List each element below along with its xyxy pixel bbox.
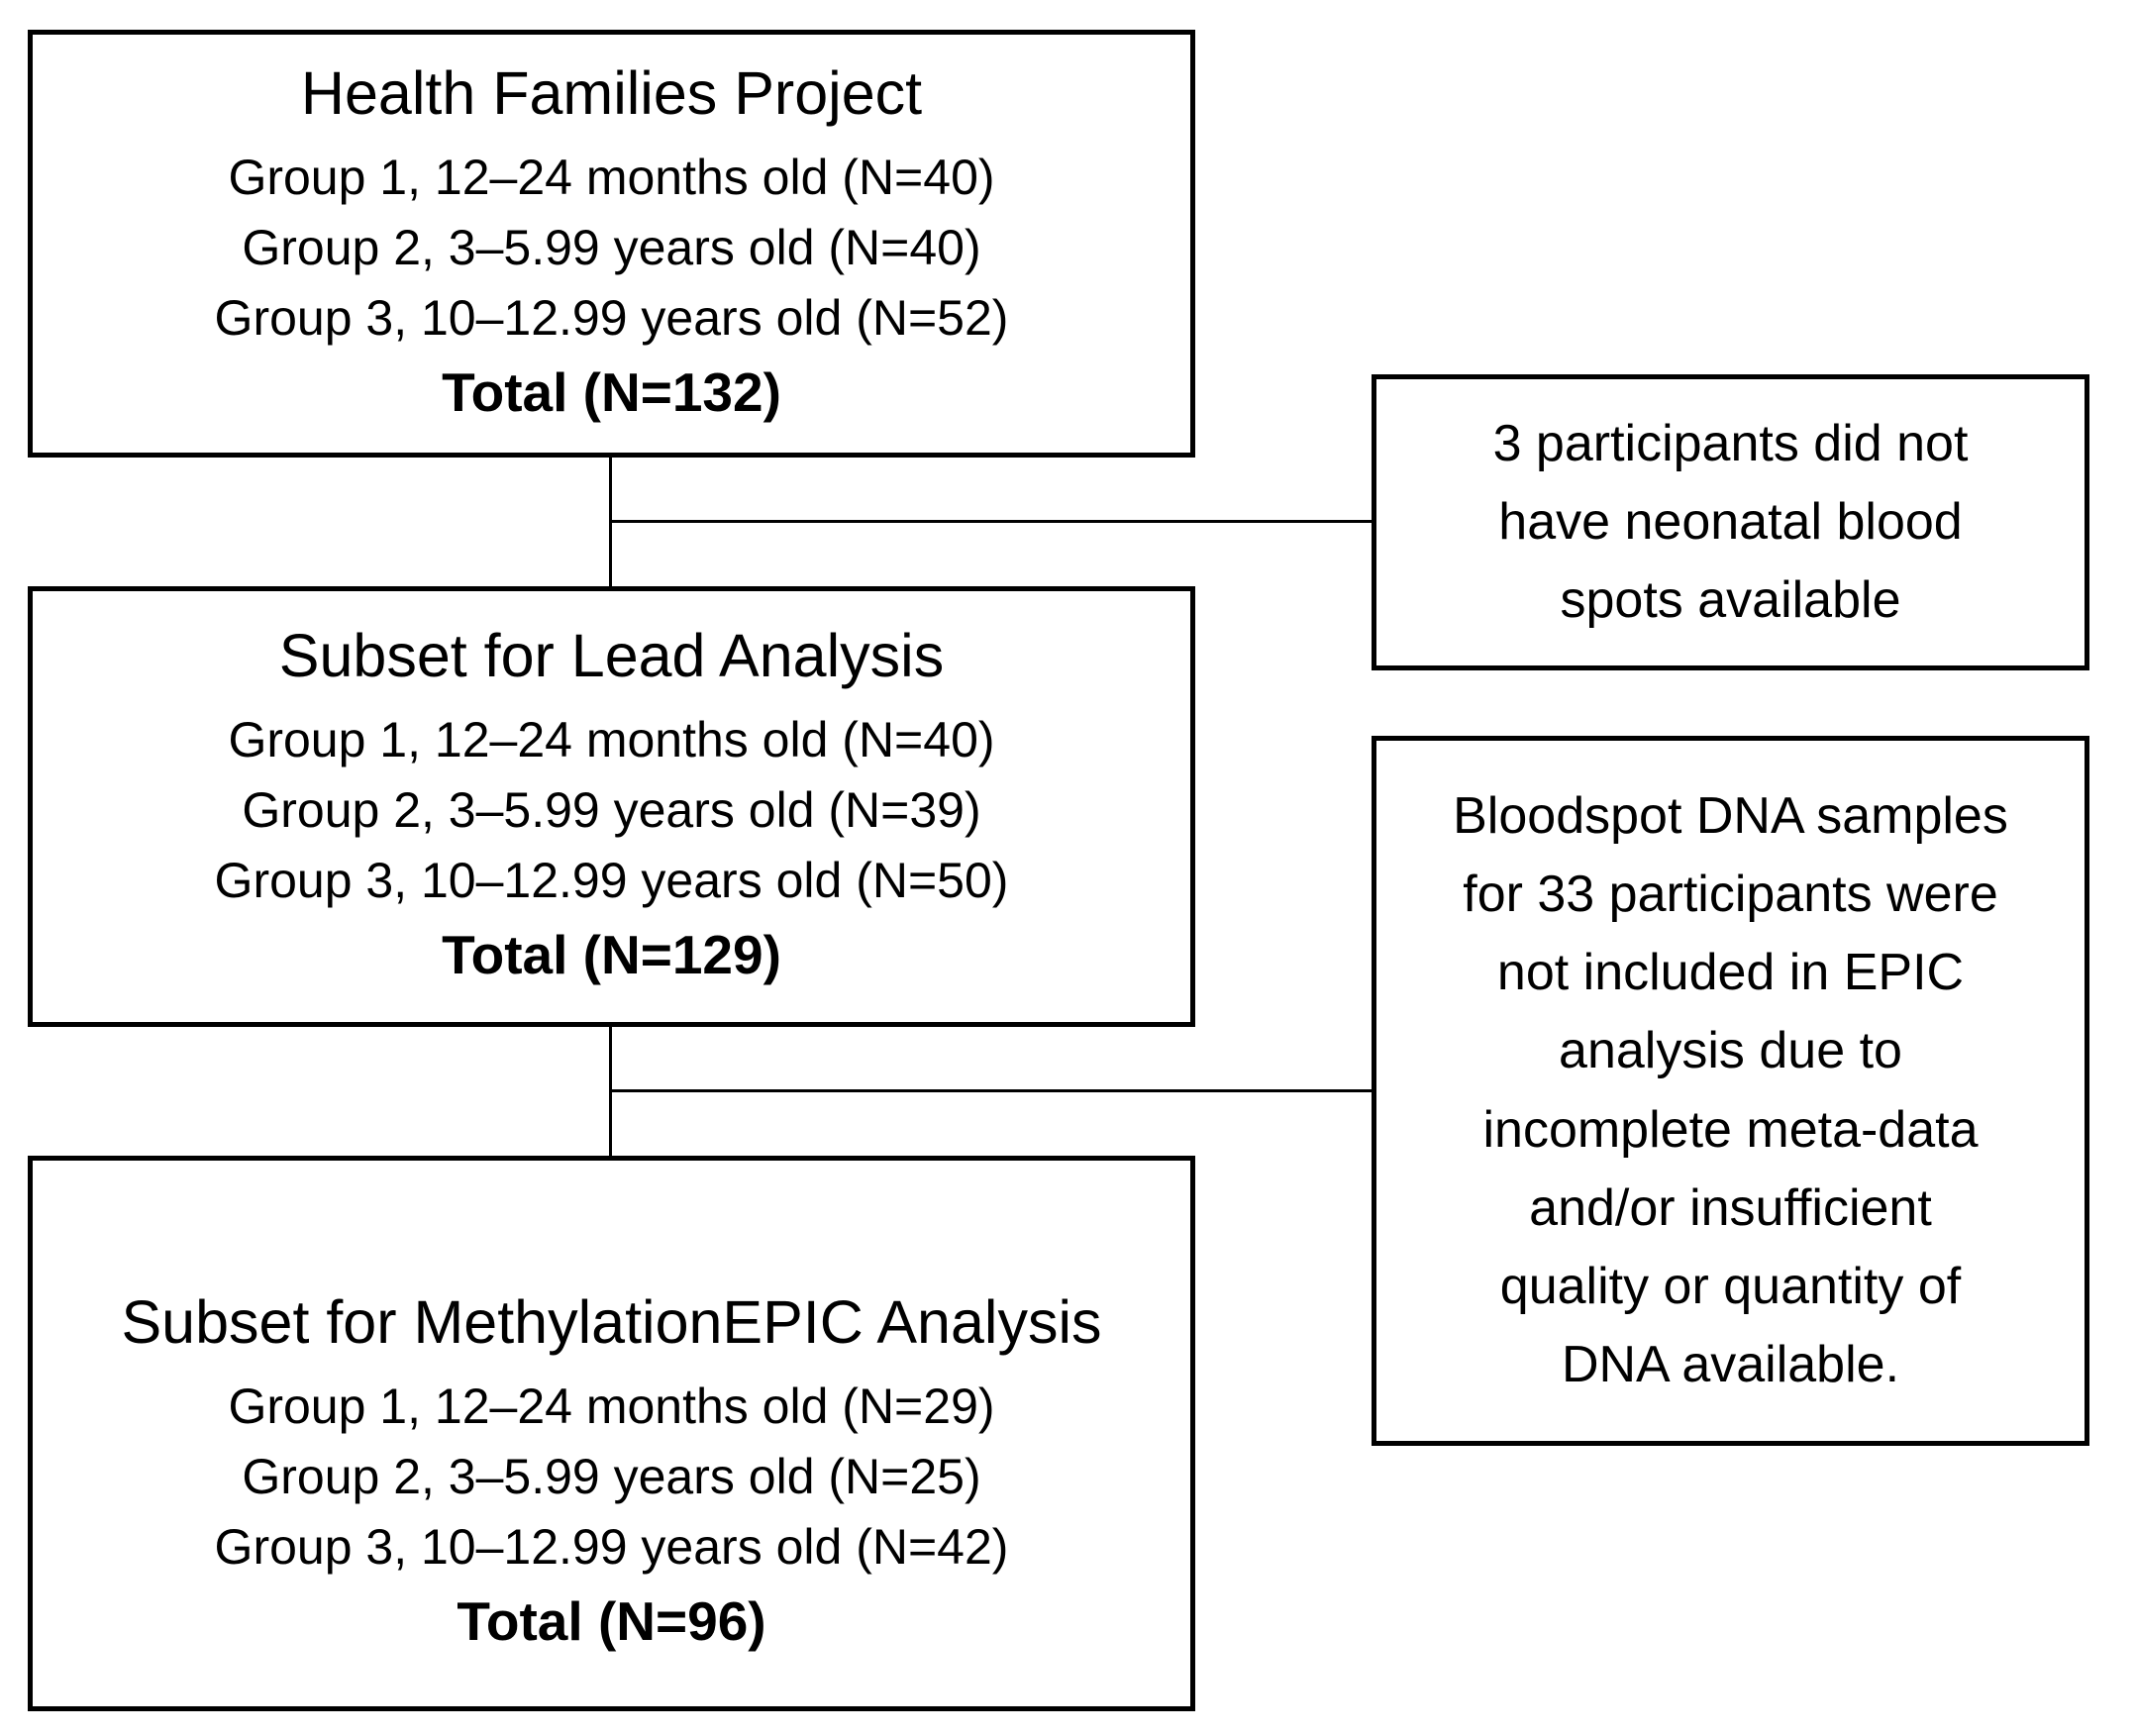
group-line: Group 1, 12–24 months old (N=29) xyxy=(228,1379,995,1435)
note-line: not included in EPIC xyxy=(1496,944,1965,1002)
flow-box-title: Subset for Lead Analysis xyxy=(278,622,945,689)
note-line: 3 participants did not xyxy=(1492,414,1969,472)
note-line: and/or insufficient xyxy=(1529,1178,1932,1237)
side-note-no-neonatal-bloodspots: 3 participants did not have neonatal blo… xyxy=(1372,374,2089,670)
flow-box-title: Subset for MethylationEPIC Analysis xyxy=(121,1288,1102,1356)
note-line: for 33 participants were xyxy=(1463,866,1998,924)
note-line: incomplete meta-data xyxy=(1482,1100,1979,1159)
note-line: spots available xyxy=(1560,571,1901,630)
flow-box-methylation-epic-subset: Subset for MethylationEPIC Analysis Grou… xyxy=(28,1156,1195,1711)
total-line: Total (N=129) xyxy=(442,924,781,986)
note-line: quality or quantity of xyxy=(1499,1257,1962,1315)
connector-branch-line-2 xyxy=(609,1089,1372,1092)
group-line: Group 3, 10–12.99 years old (N=50) xyxy=(214,853,1009,909)
group-line: Group 1, 12–24 months old (N=40) xyxy=(228,149,995,205)
flow-box-health-families-project: Health Families Project Group 1, 12–24 m… xyxy=(28,30,1195,458)
note-line: DNA available. xyxy=(1561,1335,1900,1393)
total-line: Total (N=132) xyxy=(442,360,781,423)
note-line: Bloodspot DNA samples xyxy=(1453,787,2008,846)
group-line: Group 3, 10–12.99 years old (N=42) xyxy=(214,1519,1009,1576)
connector-branch-line-1 xyxy=(609,520,1372,523)
group-line: Group 3, 10–12.99 years old (N=52) xyxy=(214,289,1009,346)
group-line: Group 2, 3–5.99 years old (N=39) xyxy=(242,782,981,839)
flow-box-title: Health Families Project xyxy=(300,58,923,127)
note-line: have neonatal blood xyxy=(1498,492,1963,551)
note-line: analysis due to xyxy=(1559,1022,1902,1080)
group-line: Group 2, 3–5.99 years old (N=25) xyxy=(242,1449,981,1505)
group-line: Group 1, 12–24 months old (N=40) xyxy=(228,712,995,768)
side-note-excluded-epic-samples: Bloodspot DNA samples for 33 participant… xyxy=(1372,736,2089,1446)
group-line: Group 2, 3–5.99 years old (N=40) xyxy=(242,219,981,275)
total-line: Total (N=96) xyxy=(457,1590,766,1653)
flow-box-lead-analysis-subset: Subset for Lead Analysis Group 1, 12–24 … xyxy=(28,586,1195,1027)
